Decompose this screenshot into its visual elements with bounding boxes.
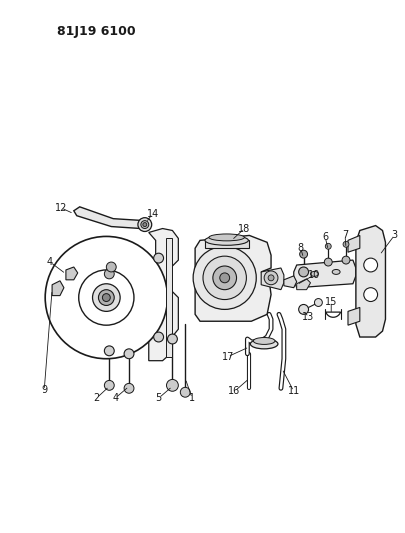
Text: 4: 4: [112, 393, 118, 403]
Circle shape: [124, 349, 134, 359]
Text: 6: 6: [322, 232, 328, 243]
Circle shape: [104, 346, 114, 356]
Circle shape: [363, 288, 377, 302]
Ellipse shape: [310, 271, 318, 277]
Polygon shape: [260, 268, 283, 289]
Text: 4: 4: [47, 257, 53, 267]
Circle shape: [104, 381, 114, 390]
Circle shape: [219, 273, 229, 283]
Text: 8: 8: [297, 243, 303, 253]
Ellipse shape: [331, 270, 339, 274]
Circle shape: [102, 294, 110, 302]
Polygon shape: [148, 229, 178, 361]
Circle shape: [124, 383, 134, 393]
Polygon shape: [66, 267, 77, 280]
Text: 1: 1: [189, 393, 195, 403]
Ellipse shape: [253, 337, 274, 344]
Text: 5: 5: [155, 393, 161, 403]
Circle shape: [299, 250, 307, 258]
Polygon shape: [283, 276, 296, 288]
Circle shape: [141, 221, 148, 229]
Text: 15: 15: [324, 296, 337, 306]
Ellipse shape: [209, 234, 244, 241]
Text: 9: 9: [41, 385, 47, 395]
Ellipse shape: [250, 339, 277, 349]
Circle shape: [167, 334, 177, 344]
Text: 2: 2: [93, 393, 99, 403]
Circle shape: [92, 284, 120, 311]
Text: 17: 17: [221, 352, 233, 362]
Circle shape: [193, 246, 256, 309]
Circle shape: [104, 269, 114, 279]
Circle shape: [180, 387, 190, 397]
Circle shape: [212, 266, 236, 289]
Circle shape: [324, 244, 330, 249]
Polygon shape: [293, 260, 355, 288]
Text: 7: 7: [341, 230, 347, 240]
Circle shape: [363, 258, 377, 272]
Circle shape: [341, 256, 349, 264]
Circle shape: [79, 270, 134, 325]
Polygon shape: [347, 236, 359, 252]
Text: 14: 14: [146, 209, 158, 219]
Polygon shape: [74, 207, 145, 229]
Polygon shape: [52, 281, 64, 296]
Text: 16: 16: [228, 386, 240, 396]
Text: 13: 13: [302, 312, 314, 322]
Circle shape: [298, 267, 308, 277]
Circle shape: [138, 217, 151, 231]
Polygon shape: [296, 279, 310, 289]
Polygon shape: [205, 240, 249, 248]
Circle shape: [267, 275, 273, 281]
Polygon shape: [355, 225, 384, 337]
Circle shape: [298, 304, 308, 314]
Circle shape: [143, 223, 147, 227]
Text: 18: 18: [238, 223, 250, 233]
Circle shape: [45, 237, 167, 359]
Circle shape: [153, 332, 163, 342]
Circle shape: [314, 298, 322, 306]
Circle shape: [264, 271, 277, 285]
Text: 10: 10: [307, 270, 320, 280]
Polygon shape: [347, 308, 359, 325]
Text: 81J19 6100: 81J19 6100: [57, 26, 135, 38]
Ellipse shape: [205, 236, 248, 245]
Polygon shape: [165, 238, 172, 357]
Circle shape: [166, 379, 178, 391]
Text: 12: 12: [55, 203, 67, 213]
Circle shape: [342, 241, 348, 247]
Circle shape: [324, 258, 331, 266]
Text: 11: 11: [287, 386, 299, 396]
Circle shape: [202, 256, 246, 300]
Circle shape: [106, 262, 116, 272]
Circle shape: [98, 289, 114, 305]
Text: 3: 3: [390, 230, 396, 240]
Circle shape: [153, 253, 163, 263]
Polygon shape: [195, 236, 271, 321]
